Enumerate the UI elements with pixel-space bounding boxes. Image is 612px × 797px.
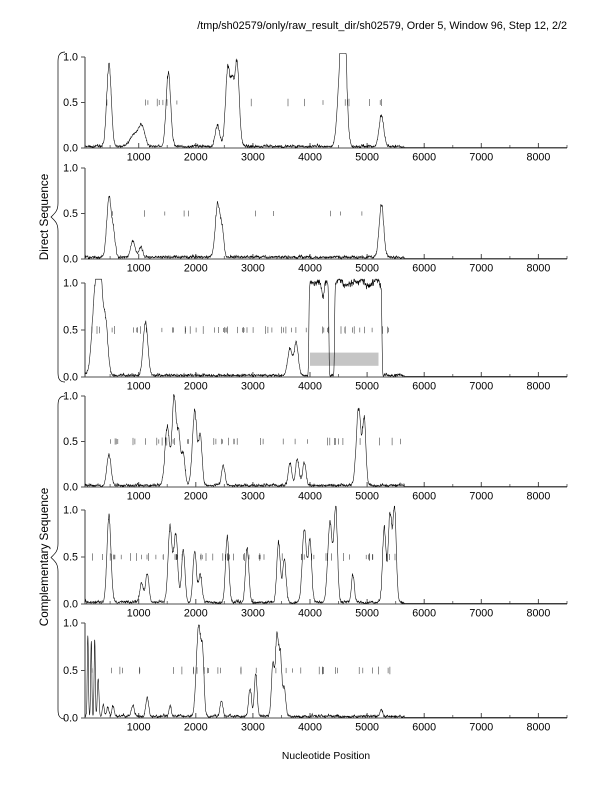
svg-text:0.5: 0.5: [63, 665, 78, 677]
svg-text:5000: 5000: [355, 263, 379, 275]
svg-text:Nucleotide Position: Nucleotide Position: [282, 751, 370, 762]
svg-text:1000: 1000: [127, 263, 151, 275]
svg-text:0.0: 0.0: [63, 482, 78, 494]
svg-text:3000: 3000: [241, 491, 265, 503]
svg-text:0.5: 0.5: [63, 436, 78, 448]
svg-text:1.0: 1.0: [63, 278, 78, 290]
svg-text:1000: 1000: [127, 381, 151, 393]
svg-text:0.0: 0.0: [63, 372, 78, 384]
svg-text:8000: 8000: [527, 722, 551, 734]
svg-text:4000: 4000: [298, 152, 322, 164]
svg-text:1.0: 1.0: [63, 618, 78, 630]
svg-text:4000: 4000: [298, 722, 322, 734]
svg-text:0.0: 0.0: [63, 143, 78, 155]
svg-text:2000: 2000: [184, 491, 208, 503]
svg-text:2000: 2000: [184, 152, 208, 164]
svg-text:7000: 7000: [469, 263, 493, 275]
svg-text:1000: 1000: [127, 152, 151, 164]
svg-text:7000: 7000: [469, 722, 493, 734]
svg-text:8000: 8000: [527, 381, 551, 393]
svg-text:0.5: 0.5: [63, 325, 78, 337]
svg-text:5000: 5000: [355, 381, 379, 393]
svg-text:3000: 3000: [241, 381, 265, 393]
svg-text:0.0: 0.0: [63, 713, 78, 725]
svg-text:6000: 6000: [412, 263, 436, 275]
svg-text:8000: 8000: [527, 608, 551, 620]
svg-text:0.0: 0.0: [63, 599, 78, 611]
svg-text:Complementary Sequence: Complementary Sequence: [38, 488, 51, 626]
svg-text:4000: 4000: [298, 608, 322, 620]
svg-text:2000: 2000: [184, 263, 208, 275]
svg-text:5000: 5000: [355, 491, 379, 503]
svg-text:3000: 3000: [241, 722, 265, 734]
svg-text:0.5: 0.5: [63, 552, 78, 564]
svg-text:6000: 6000: [412, 381, 436, 393]
svg-text:1.0: 1.0: [63, 391, 78, 403]
svg-text:0.0: 0.0: [63, 254, 78, 266]
svg-text:4000: 4000: [298, 263, 322, 275]
svg-text:7000: 7000: [469, 608, 493, 620]
svg-text:4000: 4000: [298, 381, 322, 393]
svg-text:0.5: 0.5: [63, 97, 78, 109]
svg-text:0.5: 0.5: [63, 208, 78, 220]
svg-text:6000: 6000: [412, 491, 436, 503]
svg-text:8000: 8000: [527, 152, 551, 164]
svg-text:1000: 1000: [127, 608, 151, 620]
svg-text:6000: 6000: [412, 722, 436, 734]
svg-text:1.0: 1.0: [63, 52, 78, 64]
svg-text:5000: 5000: [355, 152, 379, 164]
svg-text:8000: 8000: [527, 491, 551, 503]
svg-text:7000: 7000: [469, 381, 493, 393]
svg-text:4000: 4000: [298, 491, 322, 503]
svg-text:2000: 2000: [184, 381, 208, 393]
svg-text:2000: 2000: [184, 722, 208, 734]
svg-text:6000: 6000: [412, 608, 436, 620]
svg-text:5000: 5000: [355, 722, 379, 734]
svg-text:1.0: 1.0: [63, 505, 78, 517]
svg-text:1000: 1000: [127, 491, 151, 503]
svg-text:3000: 3000: [241, 608, 265, 620]
svg-text:8000: 8000: [527, 263, 551, 275]
svg-text:7000: 7000: [469, 491, 493, 503]
svg-text:5000: 5000: [355, 608, 379, 620]
svg-text:3000: 3000: [241, 152, 265, 164]
svg-text:7000: 7000: [469, 152, 493, 164]
svg-text:/tmp/sh02579/only/raw_result_d: /tmp/sh02579/only/raw_result_dir/sh02579…: [197, 20, 567, 32]
svg-text:3000: 3000: [241, 263, 265, 275]
svg-text:1000: 1000: [127, 722, 151, 734]
svg-text:6000: 6000: [412, 152, 436, 164]
svg-text:1.0: 1.0: [63, 163, 78, 175]
svg-text:Direct Sequence: Direct Sequence: [38, 174, 51, 260]
svg-text:2000: 2000: [184, 608, 208, 620]
